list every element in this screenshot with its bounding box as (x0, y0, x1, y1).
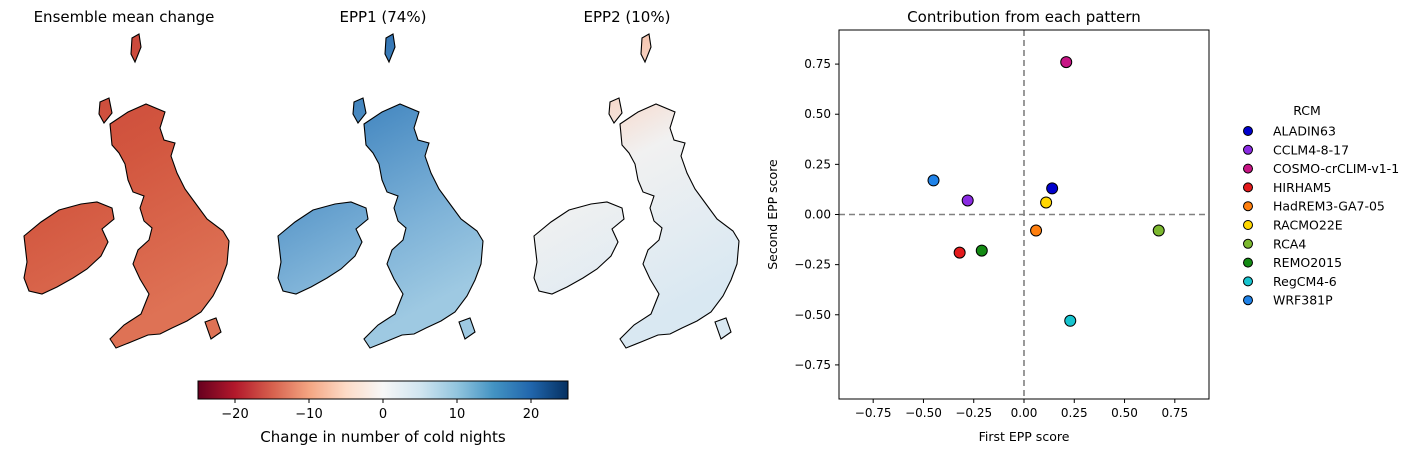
data-point-hirham5 (953, 246, 966, 259)
map-panel-mean: Ensemble mean change (23, 8, 230, 349)
map-title: Ensemble mean change (34, 8, 215, 26)
legend-title: RCM (1293, 103, 1321, 118)
y-tick-label: −0.75 (794, 358, 831, 372)
map-panel-epp2: EPP2 (10%) (533, 8, 740, 349)
colorbar: −20 −10 0 10 20 Change in number of cold nigh… (197, 380, 569, 446)
legend-marker (1243, 144, 1253, 155)
x-tick-label: −0.50 (905, 406, 942, 420)
legend-marker (1243, 220, 1253, 230)
legend-entry-label: REMO2015 (1273, 255, 1342, 270)
y-tick-label: 0.50 (804, 107, 831, 121)
legend-entry-label: ALADIN63 (1273, 124, 1336, 139)
legend-marker (1243, 295, 1253, 306)
colorbar-tick-label: −10 (295, 407, 322, 422)
data-point-aladin63 (1046, 182, 1059, 195)
x-tick-label: −0.75 (855, 406, 892, 420)
x-axis-label: First EPP score (979, 429, 1070, 444)
legend-marker (1243, 257, 1253, 268)
x-tick-label: 0.50 (1111, 406, 1138, 420)
data-point-rca4 (1152, 224, 1165, 237)
uk-map-outline (23, 33, 230, 349)
y-tick-label: −0.25 (794, 258, 831, 272)
legend-entry-label: WRF381P (1273, 293, 1333, 308)
colorbar-label: Change in number of cold nights (260, 428, 506, 446)
map-title: EPP1 (74%) (340, 8, 427, 26)
x-tick-label: 0.75 (1161, 406, 1188, 420)
legend-marker (1243, 126, 1253, 136)
legend-entry-label: COSMO-crCLIM-v1-1 (1273, 161, 1399, 176)
y-axis-label: Second EPP score (765, 159, 780, 270)
maps-layer: Ensemble mean change EPP1 (74%) EPP2 (10%) (23, 8, 740, 349)
map-panel-epp1: EPP1 (74%) (277, 8, 484, 349)
data-point-cosmo-crclim-v1-1 (1060, 56, 1073, 69)
legend-entry-label: RegCM4-6 (1273, 274, 1337, 289)
data-point-racmo22e (1040, 196, 1053, 209)
y-tick-label: 0.75 (804, 57, 831, 71)
legend: RCM ALADIN63 CCLM4-8-17 COSMO-crCLIM-v1-1 HI… (1243, 103, 1399, 308)
legend-marker (1243, 182, 1253, 193)
data-point-remo2015 (975, 244, 988, 257)
legend-marker (1243, 201, 1253, 212)
y-tick-label: 0.00 (804, 208, 831, 222)
legend-marker (1243, 238, 1253, 249)
colorbar-ramp (197, 380, 569, 400)
uk-map-outline (533, 33, 740, 349)
x-tick-label: 0.00 (1011, 406, 1038, 420)
uk-map-outline (277, 33, 484, 349)
y-tick-label: −0.50 (794, 308, 831, 322)
colorbar-tick-label: 20 (523, 407, 540, 422)
data-point-wrf381p (927, 174, 940, 187)
colorbar-tick-label: −20 (221, 407, 248, 422)
legend-entry-label: RCA4 (1273, 236, 1306, 251)
chart-title: Contribution from each pattern (907, 8, 1141, 26)
legend-marker (1243, 163, 1253, 174)
legend-entry-label: HadREM3-GA7-05 (1273, 199, 1385, 214)
scatter-chart: Contribution from each pattern −0.75 −0.50… (765, 8, 1399, 444)
legend-entry-label: HIRHAM5 (1273, 180, 1331, 195)
data-point-cclm4-8-17 (961, 194, 974, 207)
x-tick-label: −0.25 (955, 406, 992, 420)
colorbar-tick-label: 0 (379, 407, 387, 422)
legend-entry-label: CCLM4-8-17 (1273, 142, 1349, 157)
legend-marker (1243, 276, 1253, 287)
y-tick-label: 0.25 (804, 157, 831, 171)
map-title: EPP2 (10%) (584, 8, 671, 26)
colorbar-tick-label: 10 (449, 407, 466, 422)
x-tick-label: 0.25 (1061, 406, 1088, 420)
legend-entry-label: RACMO22E (1273, 218, 1343, 233)
data-point-regcm4-6 (1064, 314, 1077, 327)
plot-frame (838, 29, 1210, 400)
data-point-hadrem3-ga7-05 (1030, 224, 1043, 237)
